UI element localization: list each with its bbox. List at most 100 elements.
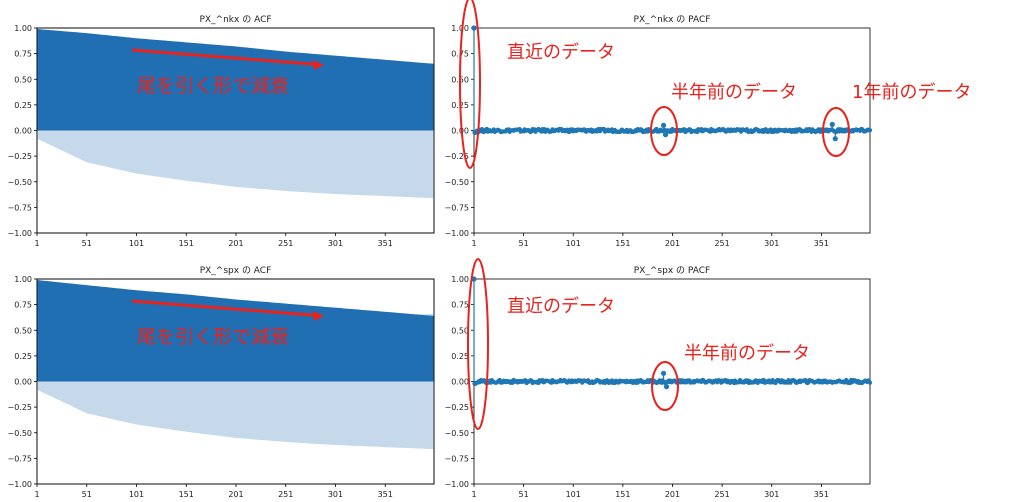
pacf-chart-1: PX_^nkx の PACF1.000.750.500.250.00−0.25−… — [444, 0, 971, 248]
acf-area — [37, 280, 434, 382]
pacf-spike-point — [660, 370, 667, 376]
y-tick-label: −1.00 — [444, 480, 469, 489]
annotation-arrow-shaft — [131, 299, 317, 317]
x-tick-label: 351 — [814, 490, 829, 499]
annotation-label: 尾を引く形で減衰 — [137, 326, 289, 348]
x-tick-label: 51 — [519, 239, 529, 248]
x-tick-label: 201 — [665, 239, 680, 248]
y-tick-label: −0.75 — [7, 454, 32, 463]
x-tick-label: 51 — [82, 239, 92, 248]
x-tick-label: 251 — [278, 490, 293, 499]
x-tick-label: 351 — [814, 239, 829, 248]
y-tick-label: −0.25 — [444, 403, 469, 412]
x-tick-label: 1 — [34, 490, 39, 499]
y-tick-label: −0.75 — [444, 454, 469, 463]
pacf-spike-point — [472, 129, 478, 136]
x-tick-label: 301 — [764, 239, 779, 248]
annotation-arrow-head — [313, 311, 324, 321]
x-tick-label: 151 — [179, 490, 194, 499]
y-tick-label: 0.25 — [14, 101, 32, 110]
x-tick-label: 101 — [566, 239, 581, 248]
y-tick-label: −0.25 — [7, 403, 32, 412]
y-tick-label: 0.50 — [451, 326, 469, 335]
x-tick-label: 351 — [378, 239, 393, 248]
annotation-label: 1年前のデータ — [852, 82, 971, 103]
y-tick-label: 0.25 — [451, 352, 469, 361]
acf-chart-0: PX_^nkx の ACF 1.00 0.75 0.50 0.25 0.00 −0.25 −0… — [7, 15, 435, 248]
y-tick-label: −0.50 — [444, 178, 469, 187]
x-tick-label: 201 — [665, 490, 680, 499]
x-tick-label: 101 — [129, 490, 144, 499]
annotation-label: 半年前のデータ — [684, 343, 810, 364]
annotation-label: 尾を引く形で減衰 — [137, 75, 289, 97]
y-tick-label: 0.00 — [14, 378, 32, 387]
y-tick-label: −0.25 — [444, 152, 469, 161]
x-tick-label: 301 — [328, 239, 343, 248]
y-tick-label: −1.00 — [7, 229, 32, 238]
x-tick-label: 51 — [82, 490, 92, 499]
acf-area — [37, 29, 434, 131]
y-tick-label: −1.00 — [7, 480, 32, 489]
y-tick-label: 1.00 — [451, 275, 469, 284]
pacf-spike-point — [663, 384, 670, 390]
annotation-label: 半年前のデータ — [671, 82, 797, 103]
y-tick-label: 0.50 — [14, 75, 32, 84]
pacf-chart-3: PX_^spx の PACF 1.00 0.75 0.50 0.25 0.00 −0.25 −… — [444, 258, 873, 499]
pacf-spike-point — [829, 121, 835, 127]
x-tick-label: 151 — [179, 239, 194, 248]
x-tick-label: 201 — [228, 239, 243, 248]
x-tick-label: 301 — [764, 490, 779, 499]
y-tick-label: 0.75 — [451, 301, 469, 310]
y-tick-label: 0.75 — [14, 301, 32, 310]
y-tick-label: 0.00 — [451, 127, 469, 136]
x-tick-label: 51 — [519, 490, 529, 499]
y-tick-label: 1.00 — [451, 24, 469, 33]
x-tick-label: 251 — [714, 239, 729, 248]
y-tick-label: −1.00 — [444, 229, 469, 238]
x-tick-label: 101 — [566, 490, 581, 499]
pacf-spike-point — [472, 380, 478, 387]
annotation-arrow-head — [313, 60, 324, 70]
y-tick-label: −0.75 — [444, 203, 469, 212]
annotation-ellipse — [459, 0, 481, 169]
annotation-ellipse — [467, 258, 489, 430]
plot-frame-top — [36, 278, 435, 485]
y-tick-label: −0.50 — [7, 429, 32, 438]
chart-title: PX_^nkx の PACF — [634, 15, 711, 25]
x-tick-label: 301 — [328, 490, 343, 499]
annotation-label: 直近のデータ — [507, 42, 615, 63]
x-tick-label: 151 — [615, 490, 630, 499]
chart-title: PX_^spx の PACF — [634, 266, 710, 276]
annotation-arrow-shaft — [131, 48, 317, 66]
x-tick-label: 201 — [228, 490, 243, 499]
y-tick-label: −0.25 — [7, 152, 32, 161]
y-tick-label: 0.50 — [14, 326, 32, 335]
chart-title: PX_^spx の ACF — [200, 266, 272, 276]
x-tick-label: 1 — [471, 490, 476, 499]
y-tick-label: 0.25 — [14, 352, 32, 361]
y-tick-label: 1.00 — [14, 275, 32, 284]
y-tick-label: −0.75 — [7, 203, 32, 212]
pacf-spike-point — [660, 122, 667, 128]
pacf-spike-point — [832, 136, 838, 142]
x-tick-label: 251 — [714, 490, 729, 499]
x-tick-label: 1 — [34, 239, 39, 248]
y-tick-label: 1.00 — [14, 24, 32, 33]
y-tick-label: −0.50 — [7, 178, 32, 187]
y-tick-label: 0.75 — [14, 50, 32, 59]
y-tick-label: 0.00 — [14, 127, 32, 136]
x-tick-label: 1 — [471, 239, 476, 248]
chart-title: PX_^nkx の ACF — [199, 15, 271, 25]
x-tick-label: 351 — [378, 490, 393, 499]
annotation-label: 直近のデータ — [507, 296, 615, 317]
pacf-spike-point — [662, 132, 669, 138]
acf-chart-2: PX_^spx の ACF 1.00 0.75 0.50 0.25 0.00 −0.25 −0… — [7, 266, 435, 499]
annotation-ellipse — [650, 106, 678, 156]
x-tick-label: 101 — [129, 239, 144, 248]
annotation-ellipse — [651, 361, 679, 411]
y-tick-label: 0.00 — [451, 378, 469, 387]
annotation-ellipse — [822, 107, 850, 157]
plot-frame-top — [36, 27, 435, 234]
y-tick-label: −0.50 — [444, 429, 469, 438]
